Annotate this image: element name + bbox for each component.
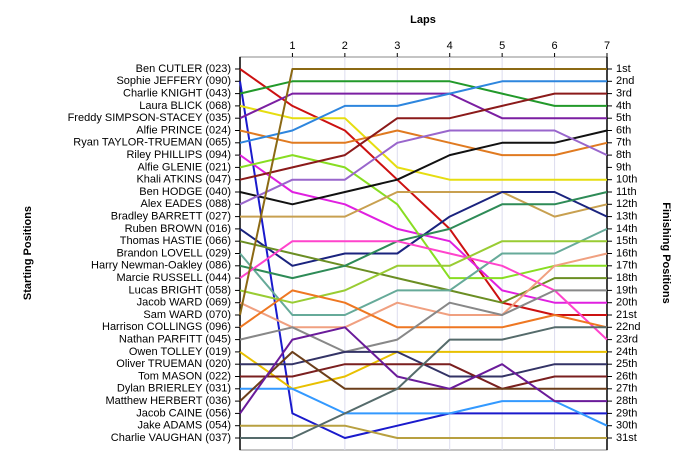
y2-tick-label: 15th (616, 235, 637, 247)
series-name: Charlie KNIGHT (043) (123, 88, 231, 100)
series-name: Matthew HERBERT (036) (105, 395, 231, 407)
y2-tick-label: 2nd (616, 75, 634, 87)
series-name: Marcie RUSSELL (044) (116, 272, 231, 284)
series-line (239, 68, 607, 316)
series-line (239, 289, 607, 353)
series-name: Harry Newman-Oakley (086) (91, 260, 231, 272)
series-line (239, 252, 608, 329)
series-name: Charlie VAUGHAN (037) (111, 432, 231, 444)
series-line (240, 191, 608, 218)
y2-tick-label: 21st (616, 309, 637, 321)
series-line (239, 240, 608, 341)
series-name: Sophie JEFFERY (090) (116, 75, 231, 87)
y2-tick-label: 7th (616, 137, 631, 149)
series-line (239, 104, 607, 181)
y2-tick-label: 6th (616, 124, 631, 136)
series-line (239, 129, 608, 206)
x-tick-label: 5 (499, 40, 505, 52)
series-name: Harrison COLLINGS (096) (102, 321, 231, 333)
y2-tick-label: 3rd (616, 88, 632, 100)
series-line (239, 154, 607, 280)
series-name: Bradley BARRETT (027) (111, 211, 231, 223)
series-name: Jacob WARD (069) (137, 297, 231, 309)
series-line (239, 92, 607, 181)
series-line (240, 326, 607, 439)
y2-tick-label: 12th (616, 198, 637, 210)
y2-tick-label: 13th (616, 211, 637, 223)
x-axis-title: Laps (410, 14, 436, 26)
series-line (239, 240, 607, 304)
series-line (239, 350, 607, 402)
series-line (239, 350, 607, 390)
y2-tick-label: 29th (616, 407, 637, 419)
series-name: Ben CUTLER (023) (136, 63, 231, 75)
series-name: Alex EADES (088) (141, 198, 231, 210)
series-name: Ryan TAYLOR-TRUEMAN (065) (73, 137, 231, 149)
series-name: Jacob CAINE (056) (136, 407, 231, 419)
x-tick-label: 3 (394, 40, 400, 52)
y2-tick-label: 5th (616, 112, 631, 124)
y2-tick-label: 27th (616, 383, 637, 395)
y2-axis-title: Finishing Positions (660, 202, 672, 303)
y2-tick-label: 24th (616, 346, 637, 358)
series-name: Brandon LOVELL (029) (116, 247, 231, 259)
series-line (240, 424, 607, 439)
series-line (239, 227, 608, 316)
series-name: Jake ADAMS (054) (137, 420, 231, 432)
x-tick-label: 6 (552, 40, 558, 52)
series-name: Laura BLICK (068) (139, 100, 231, 112)
y2-tick-label: 18th (616, 272, 637, 284)
series-line (239, 289, 608, 329)
y2-tick-label: 8th (616, 149, 631, 161)
series-name: Khali ATKINS (047) (136, 174, 231, 186)
series-name: Riley PHILLIPS (094) (126, 149, 231, 161)
x-tick-label: 1 (289, 40, 295, 52)
x-tick-label: 4 (447, 40, 453, 52)
y-axis-title: Starting Positions (22, 206, 34, 300)
y2-tick-label: 19th (616, 284, 637, 296)
series-name: Sam WARD (070) (143, 309, 231, 321)
series-line (239, 81, 607, 439)
y2-tick-label: 22nd (616, 321, 640, 333)
series-line (239, 326, 607, 414)
x-tick-label: 7 (604, 40, 610, 52)
y2-tick-label: 23rd (616, 334, 638, 346)
y2-tick-label: 4th (616, 100, 631, 112)
series-line (239, 129, 608, 206)
series-line (239, 80, 607, 144)
y2-tick-label: 16th (616, 247, 637, 259)
y2-tick-label: 17th (616, 260, 637, 272)
series-line (239, 191, 608, 280)
series-name: Nathan PARFITT (045) (119, 334, 231, 346)
y2-tick-label: 25th (616, 358, 637, 370)
series-name: Ruben BROWN (016) (125, 223, 231, 235)
series-name: Alfie PRINCE (024) (136, 124, 231, 136)
y2-tick-label: 1st (616, 63, 631, 75)
series-line (239, 92, 607, 120)
series-name: Thomas HASTIE (066) (120, 235, 231, 247)
series-name: Owen TOLLEY (019) (129, 346, 231, 358)
y2-tick-label: 14th (616, 223, 637, 235)
series-line (239, 80, 607, 107)
y2-tick-label: 20th (616, 297, 637, 309)
y2-tick-label: 10th (616, 174, 637, 186)
x-tick-label: 2 (342, 40, 348, 52)
y2-tick-label: 9th (616, 161, 631, 173)
series-name: Ben HODGE (040) (139, 186, 231, 198)
series-name: Oliver TRUEMAN (020) (116, 358, 231, 370)
series-line (240, 387, 608, 427)
y2-tick-label: 30th (616, 420, 637, 432)
y2-tick-label: 28th (616, 395, 637, 407)
y2-tick-label: 11th (616, 186, 637, 198)
series-line (239, 240, 607, 304)
y2-tick-label: 26th (616, 370, 637, 382)
series-name: Dylan BRIERLEY (031) (117, 383, 231, 395)
series-name: Tom MASON (022) (138, 370, 231, 382)
y2-tick-label: 31st (616, 432, 637, 444)
series-name: Alfie GLENIE (021) (137, 161, 231, 173)
series-name: Lucas BRIGHT (058) (128, 284, 231, 296)
series-name: Freddy SIMPSON-STACEY (035) (68, 112, 231, 124)
series-line (239, 68, 607, 316)
